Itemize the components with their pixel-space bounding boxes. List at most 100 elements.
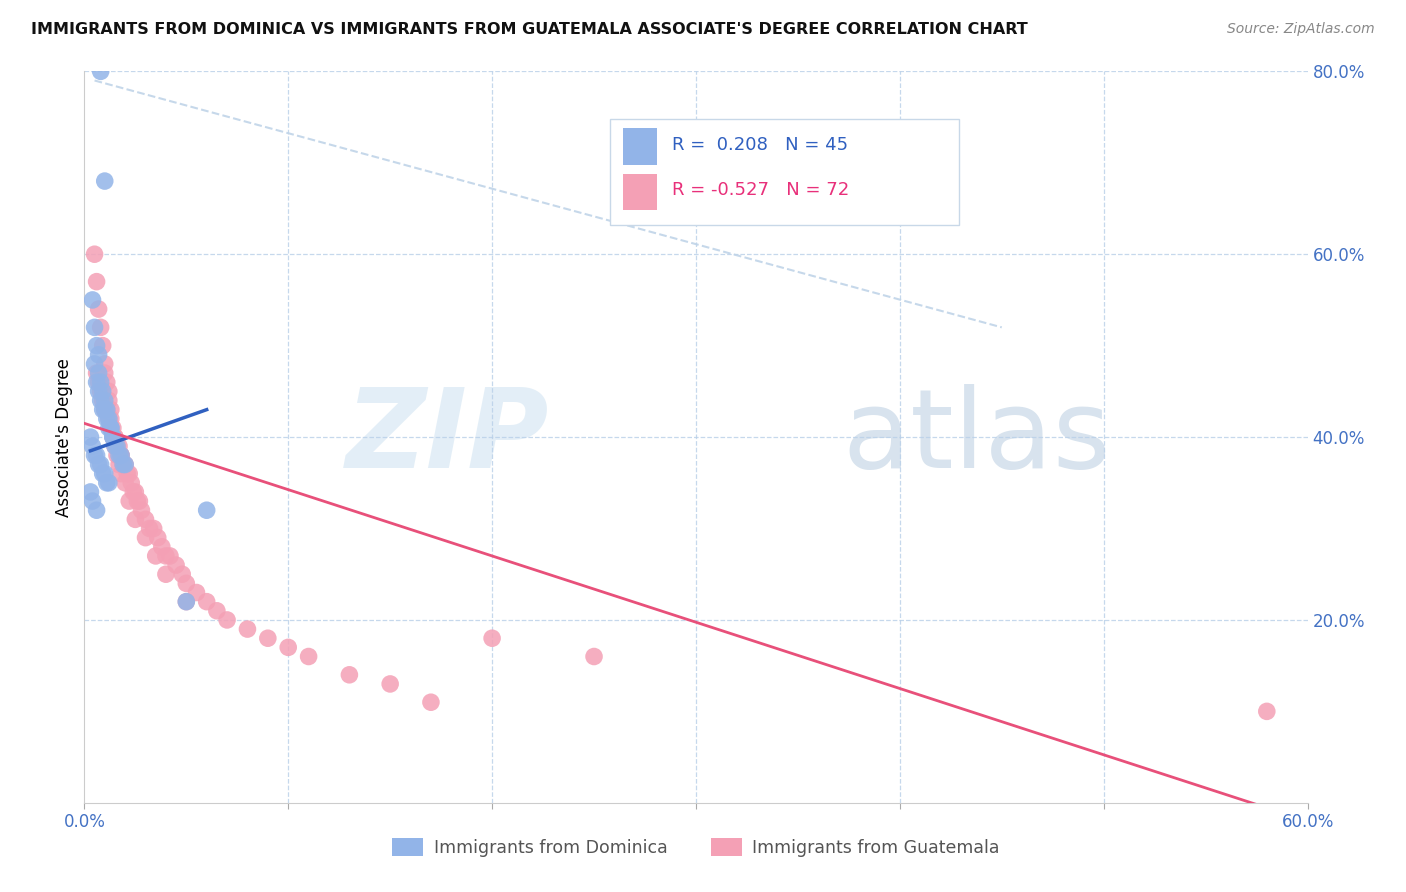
Point bbox=[124, 512, 146, 526]
Point bbox=[79, 485, 101, 500]
Point bbox=[146, 531, 169, 545]
Point bbox=[93, 366, 115, 380]
Bar bbox=[623, 128, 657, 165]
Point bbox=[93, 393, 115, 408]
Point bbox=[105, 439, 128, 453]
Point bbox=[86, 448, 108, 462]
Point bbox=[104, 439, 127, 453]
Text: R = -0.527   N = 72: R = -0.527 N = 72 bbox=[672, 181, 849, 199]
Point bbox=[114, 458, 136, 472]
Point bbox=[90, 393, 112, 408]
Point bbox=[100, 421, 122, 435]
Point bbox=[104, 430, 127, 444]
Point bbox=[97, 421, 120, 435]
Point bbox=[96, 375, 118, 389]
Point bbox=[87, 458, 110, 472]
Point bbox=[87, 366, 110, 380]
Point bbox=[97, 475, 120, 490]
FancyBboxPatch shape bbox=[610, 119, 959, 225]
Point bbox=[93, 402, 115, 417]
Point bbox=[124, 485, 146, 500]
Point bbox=[97, 393, 120, 408]
Point bbox=[101, 430, 124, 444]
Point bbox=[91, 402, 114, 417]
Point bbox=[159, 549, 181, 563]
Point bbox=[96, 402, 118, 417]
Point bbox=[114, 458, 136, 472]
Point bbox=[108, 439, 131, 453]
Point bbox=[110, 448, 132, 462]
Point bbox=[86, 366, 108, 380]
Point bbox=[96, 412, 118, 426]
Point bbox=[91, 467, 114, 481]
Point bbox=[100, 402, 122, 417]
Point bbox=[145, 549, 167, 563]
Point bbox=[93, 357, 115, 371]
Text: Source: ZipAtlas.com: Source: ZipAtlas.com bbox=[1227, 22, 1375, 37]
Point bbox=[172, 567, 194, 582]
Point bbox=[83, 320, 105, 334]
Text: ZIP: ZIP bbox=[346, 384, 550, 491]
Point bbox=[110, 448, 132, 462]
Point bbox=[217, 613, 239, 627]
Point bbox=[90, 384, 112, 399]
Point bbox=[205, 604, 228, 618]
Point bbox=[1256, 705, 1278, 719]
Point bbox=[115, 467, 138, 481]
Point bbox=[93, 174, 115, 188]
Point bbox=[339, 667, 361, 681]
Point bbox=[86, 375, 108, 389]
Point bbox=[108, 458, 131, 472]
Point bbox=[127, 494, 149, 508]
Point bbox=[91, 384, 114, 399]
Point bbox=[195, 594, 218, 608]
Point bbox=[114, 475, 136, 490]
Point bbox=[236, 622, 259, 636]
Point bbox=[122, 485, 145, 500]
Point bbox=[101, 430, 124, 444]
Point bbox=[257, 632, 280, 646]
Point bbox=[97, 412, 120, 426]
Point bbox=[583, 649, 606, 664]
Point bbox=[82, 293, 104, 307]
Point bbox=[104, 430, 127, 444]
Point bbox=[90, 64, 112, 78]
Point bbox=[481, 632, 503, 646]
Point bbox=[174, 594, 197, 608]
Text: IMMIGRANTS FROM DOMINICA VS IMMIGRANTS FROM GUATEMALA ASSOCIATE'S DEGREE CORRELA: IMMIGRANTS FROM DOMINICA VS IMMIGRANTS F… bbox=[31, 22, 1028, 37]
Point bbox=[97, 384, 120, 399]
Bar bbox=[623, 174, 657, 211]
Point bbox=[101, 421, 124, 435]
Point bbox=[112, 458, 135, 472]
Point bbox=[97, 412, 120, 426]
Point bbox=[110, 448, 132, 462]
Point bbox=[120, 475, 142, 490]
Point bbox=[174, 576, 197, 591]
Point bbox=[420, 695, 443, 709]
Text: atlas: atlas bbox=[842, 384, 1111, 491]
Point bbox=[82, 439, 104, 453]
Point bbox=[118, 494, 141, 508]
Point bbox=[83, 448, 105, 462]
Point bbox=[174, 594, 197, 608]
Point bbox=[100, 412, 122, 426]
Point bbox=[82, 494, 104, 508]
Point bbox=[91, 393, 114, 408]
Point bbox=[150, 540, 173, 554]
Point bbox=[83, 247, 105, 261]
Point bbox=[101, 430, 124, 444]
Point bbox=[277, 640, 299, 655]
Point bbox=[155, 549, 177, 563]
Text: R =  0.208   N = 45: R = 0.208 N = 45 bbox=[672, 136, 848, 153]
Point bbox=[110, 467, 132, 481]
Point bbox=[90, 375, 112, 389]
Point bbox=[135, 531, 157, 545]
Point bbox=[112, 458, 135, 472]
Point bbox=[87, 348, 110, 362]
Point bbox=[100, 421, 122, 435]
Point bbox=[96, 402, 118, 417]
Point bbox=[138, 521, 160, 535]
Point bbox=[135, 512, 157, 526]
Legend: Immigrants from Dominica, Immigrants from Guatemala: Immigrants from Dominica, Immigrants fro… bbox=[385, 831, 1007, 863]
Point bbox=[93, 467, 115, 481]
